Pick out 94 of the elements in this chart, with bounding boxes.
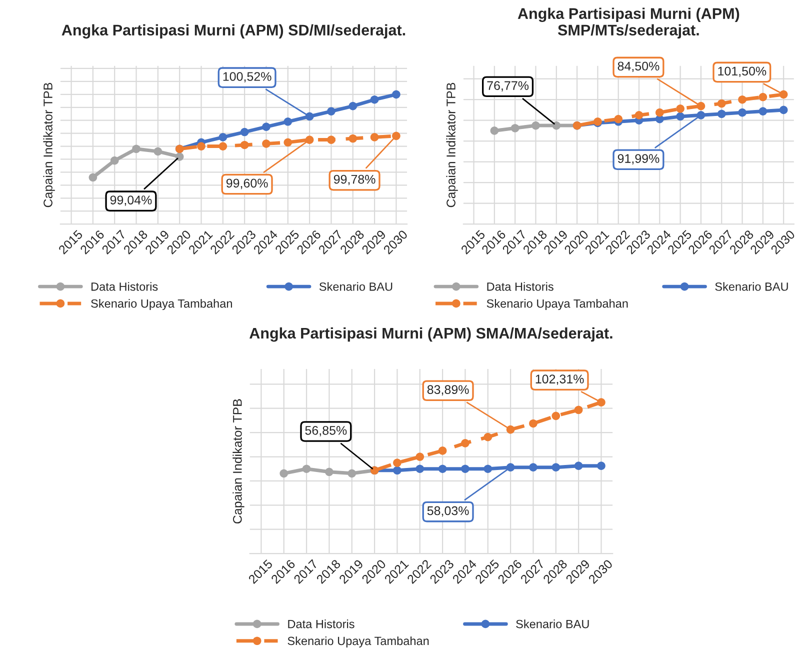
annotation: 76,77% — [487, 81, 529, 92]
point — [393, 458, 402, 467]
legend-label: Skenario BAU — [319, 282, 392, 291]
point — [696, 102, 706, 110]
point — [574, 462, 583, 470]
point — [392, 132, 400, 140]
point — [240, 128, 249, 136]
legend-label: Skenario BAU — [715, 282, 788, 291]
point — [370, 133, 379, 142]
point — [717, 99, 726, 108]
point — [370, 95, 379, 104]
point — [597, 462, 606, 470]
point — [529, 463, 538, 472]
point — [218, 142, 228, 150]
annotation: 102,31% — [536, 374, 584, 385]
legend-label: Data Historis — [288, 620, 354, 628]
point — [532, 121, 540, 130]
annotation: 100,52% — [223, 72, 272, 82]
point — [552, 463, 560, 472]
legend-label: Data Historis — [92, 282, 158, 291]
point — [696, 110, 706, 120]
point — [655, 108, 664, 117]
point — [240, 140, 249, 150]
point — [348, 469, 356, 478]
point — [738, 95, 746, 104]
point — [676, 112, 684, 121]
point — [597, 398, 606, 406]
point — [416, 452, 424, 461]
legend-label: Skenario Upaya Tambahan — [91, 299, 232, 310]
legend-label: Skenario BAU — [516, 620, 589, 628]
point — [392, 90, 400, 99]
point — [676, 104, 684, 113]
point — [348, 134, 358, 143]
y-axis-title: Capaian Indikator TPB — [232, 399, 244, 524]
point — [280, 469, 288, 478]
point — [779, 106, 788, 114]
point — [302, 464, 311, 474]
point — [262, 122, 270, 131]
point — [484, 432, 492, 442]
point — [490, 126, 499, 135]
annotation: 101,50% — [718, 66, 766, 78]
point — [484, 464, 492, 474]
point — [438, 446, 447, 455]
point — [438, 464, 447, 474]
point — [305, 112, 314, 121]
point — [327, 107, 336, 116]
point — [779, 90, 788, 99]
y-axis-title: Capaian Indikator TPB — [43, 82, 55, 208]
point — [738, 108, 746, 117]
point — [461, 464, 470, 474]
legend-label: Skenario Upaya Tambahan — [486, 299, 628, 310]
point — [506, 425, 515, 434]
annotation: 56,85% — [305, 426, 347, 436]
point — [506, 463, 515, 472]
legend-label: Skenario Upaya Tambahan — [288, 636, 429, 648]
point — [552, 121, 561, 130]
point — [154, 147, 162, 156]
chart-title: Angka Partisipasi Murni (APM) SD/MI/sederajat. — [62, 24, 406, 39]
annotation: 99,78% — [334, 174, 376, 186]
annotation: 99,60% — [226, 178, 268, 190]
point — [325, 468, 334, 476]
point — [110, 156, 119, 165]
chart-title: Angka Partisipasi Murni (APM) SMA/MA/sederajat. — [250, 327, 612, 342]
point — [758, 107, 768, 116]
annotation: 84,50% — [618, 62, 660, 72]
point — [305, 136, 314, 144]
point — [510, 124, 520, 132]
y-axis-title: Capaian Indikator TPB — [446, 82, 458, 208]
point — [393, 466, 402, 475]
point — [758, 92, 768, 102]
point — [197, 142, 206, 150]
point — [574, 406, 583, 414]
point — [262, 140, 270, 148]
point — [461, 438, 470, 448]
annotation: 91,99% — [618, 154, 660, 164]
annotation: 83,89% — [427, 385, 469, 396]
point — [552, 412, 560, 420]
annotation: 99,04% — [110, 196, 152, 206]
legend-label: Data Historis — [487, 282, 554, 291]
annotation: 58,03% — [427, 506, 469, 517]
point — [327, 136, 336, 144]
point — [88, 173, 98, 182]
point — [717, 110, 726, 118]
point — [416, 464, 424, 474]
point — [218, 133, 228, 142]
chart-title: Angka Partisipasi Murni (APM) SMP/MTs/sederajat. — [518, 8, 740, 39]
point — [132, 144, 140, 154]
point — [348, 102, 358, 110]
point — [175, 152, 184, 161]
point — [634, 110, 644, 120]
point — [614, 114, 623, 124]
point — [284, 138, 292, 147]
point — [529, 419, 538, 428]
point — [284, 117, 292, 126]
